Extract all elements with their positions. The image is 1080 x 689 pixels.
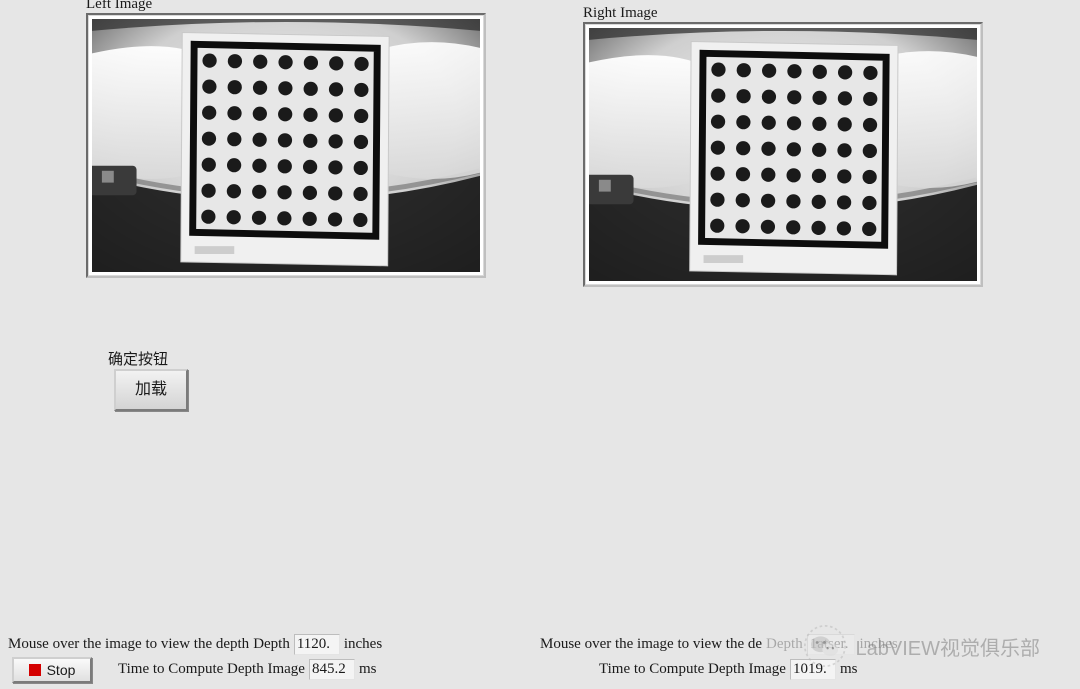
stop-icon <box>29 664 41 676</box>
time-label-right: Time to Compute Depth Image <box>599 661 786 678</box>
left-time-value: 845.2 <box>309 659 355 680</box>
left-depth-value: 1120. <box>294 634 340 655</box>
stop-button[interactable]: Stop <box>12 657 92 683</box>
left-depth-row: Mouse over the image to view the depth D… <box>8 634 382 655</box>
right-depth-row: Mouse over the image to view the de Dept… <box>540 634 898 655</box>
stop-button-label: Stop <box>47 662 76 678</box>
right-time-row: Time to Compute Depth Image 1019. ms <box>599 659 857 680</box>
right-time-value: 1019. <box>790 659 836 680</box>
depth-unit: inches <box>344 636 382 653</box>
confirm-button-label: 确定按钮 <box>108 348 168 369</box>
load-button[interactable]: 加载 <box>114 369 188 411</box>
right-depth-value: 1atser. <box>807 634 856 655</box>
mouseover-hint-right: Mouse over the image to view the de <box>540 636 762 653</box>
depth-unit-right: inches <box>859 636 897 653</box>
left-image-display[interactable] <box>86 13 486 278</box>
right-camera-image <box>589 28 977 281</box>
time-label: Time to Compute Depth Image <box>118 661 305 678</box>
depth-label-right: Depth <box>766 636 803 653</box>
depth-label: Depth <box>253 636 290 653</box>
right-image-label: Right Image <box>583 5 658 22</box>
time-unit: ms <box>359 661 377 678</box>
left-camera-image <box>92 19 480 272</box>
mouseover-hint: Mouse over the image to view the depth <box>8 636 249 653</box>
left-image-label: Left Image <box>86 0 152 13</box>
right-image-display[interactable] <box>583 22 983 287</box>
left-time-row: Time to Compute Depth Image 845.2 ms <box>118 659 376 680</box>
time-unit-right: ms <box>840 661 858 678</box>
